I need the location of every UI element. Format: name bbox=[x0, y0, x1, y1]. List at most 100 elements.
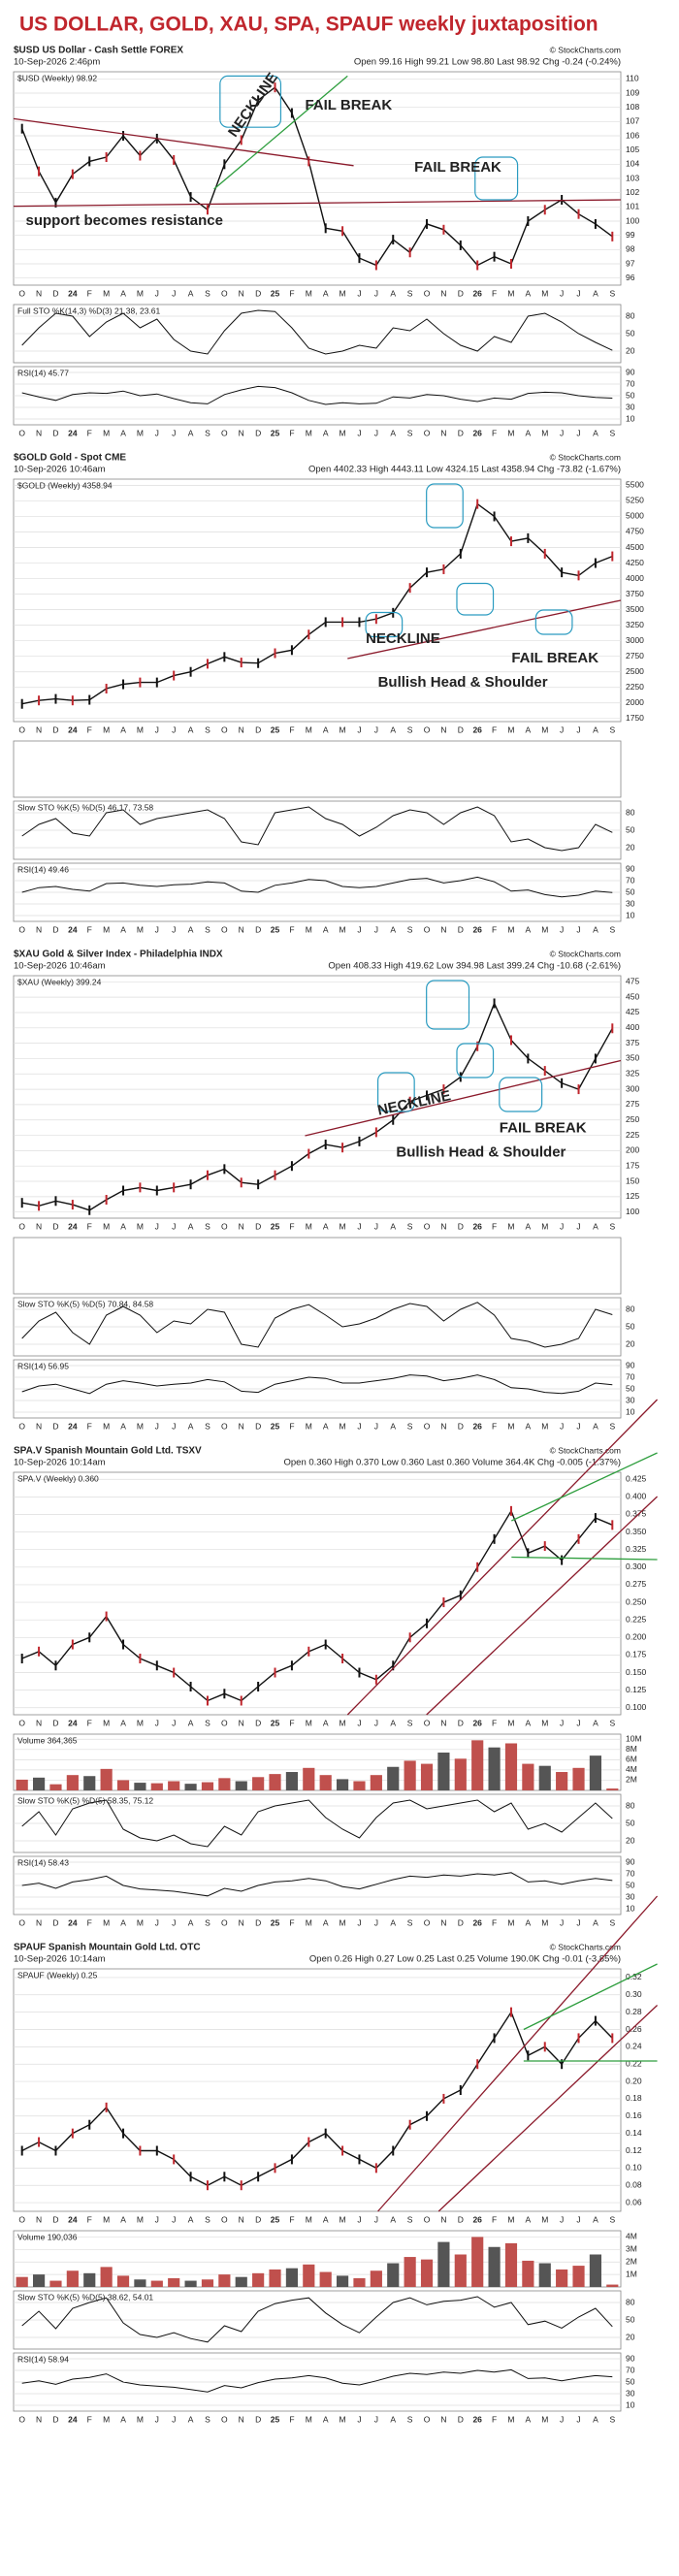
x-tick-label: M bbox=[340, 1421, 346, 1431]
x-tick-label: F bbox=[87, 428, 92, 437]
x-tick-label: M bbox=[541, 428, 548, 437]
volume-bar bbox=[134, 1783, 146, 1790]
x-tick-label: 26 bbox=[472, 288, 482, 298]
x-tick-label: J bbox=[357, 924, 361, 934]
y-tick-label: 0.30 bbox=[626, 1989, 642, 1999]
indicator-label: Volume 190,036 bbox=[17, 2232, 78, 2241]
x-tick-label: D bbox=[52, 924, 58, 934]
x-tick-label: J bbox=[374, 2414, 378, 2424]
y-tick-label: 0.400 bbox=[626, 1492, 647, 1501]
x-tick-label: S bbox=[609, 288, 615, 298]
x-tick-label: A bbox=[120, 1718, 126, 1727]
x-tick-label: N bbox=[36, 1421, 42, 1431]
volume-bar bbox=[32, 1777, 46, 1790]
y-tick-label: 0.10 bbox=[626, 2163, 642, 2173]
x-tick-label: M bbox=[541, 1221, 548, 1231]
x-tick-label: N bbox=[440, 1917, 446, 1927]
x-tick-label: A bbox=[390, 1718, 396, 1727]
x-tick-label: N bbox=[239, 1917, 244, 1927]
x-tick-label: J bbox=[155, 288, 159, 298]
x-tick-label: J bbox=[576, 724, 580, 734]
x-tick-label: S bbox=[205, 1917, 210, 1927]
y-tick-label: 97 bbox=[626, 258, 635, 268]
trend-line bbox=[347, 599, 622, 660]
quote: Open 0.26 High 0.27 Low 0.25 Last 0.25 V… bbox=[309, 1954, 621, 1965]
x-tick-label: F bbox=[289, 1917, 294, 1927]
x-tick-label: O bbox=[18, 1718, 25, 1727]
x-tick-label: F bbox=[289, 288, 294, 298]
x-tick-label: J bbox=[155, 1221, 159, 1231]
x-tick-label: D bbox=[255, 1221, 261, 1231]
y-tick-label: 109 bbox=[626, 87, 639, 97]
x-tick-label: M bbox=[507, 1421, 514, 1431]
indicator-line bbox=[21, 309, 613, 355]
x-tick-label: D bbox=[255, 428, 261, 437]
x-tick-label: 24 bbox=[68, 1421, 78, 1431]
chart-title: SPA.V Spanish Mountain Gold Ltd. TSXV bbox=[14, 1446, 202, 1457]
y-tick-label: 225 bbox=[626, 1130, 639, 1140]
x-tick-label: O bbox=[18, 1917, 25, 1927]
volume-bar bbox=[522, 2260, 534, 2287]
x-tick-label: A bbox=[526, 724, 532, 734]
x-tick-label: A bbox=[593, 724, 598, 734]
x-tick-label: S bbox=[205, 924, 210, 934]
x-tick-label: N bbox=[239, 288, 244, 298]
volume-bar bbox=[218, 2274, 231, 2287]
x-tick-label: D bbox=[458, 1917, 464, 1927]
volume-bar bbox=[235, 1781, 247, 1790]
x-tick-label: O bbox=[221, 428, 228, 437]
highlight-box bbox=[534, 609, 573, 635]
x-tick-label: O bbox=[221, 724, 228, 734]
y-tick-label: 20 bbox=[626, 842, 635, 852]
x-tick-label: J bbox=[155, 1917, 159, 1927]
x-tick-label: O bbox=[424, 288, 431, 298]
y-tick-label: 80 bbox=[626, 310, 635, 320]
x-tick-label: A bbox=[390, 1421, 396, 1431]
volume-bar bbox=[572, 1767, 585, 1790]
x-tick-label: M bbox=[340, 924, 346, 934]
volume-bar bbox=[100, 1768, 113, 1790]
y-tick-label: 4250 bbox=[626, 558, 644, 567]
volume-bar bbox=[387, 1766, 400, 1790]
y-tick-label: 70 bbox=[626, 1868, 635, 1878]
y-tick-label: 90 bbox=[626, 863, 635, 873]
y-tick-label: 2M bbox=[626, 1775, 637, 1785]
y-tick-label: 2250 bbox=[626, 682, 644, 692]
volume-bar bbox=[252, 2272, 265, 2287]
x-tick-label: M bbox=[507, 428, 514, 437]
y-tick-label: 150 bbox=[626, 1175, 639, 1185]
y-tick-label: 80 bbox=[626, 1800, 635, 1810]
x-tick-label: A bbox=[526, 2414, 532, 2424]
y-tick-label: 50 bbox=[626, 1880, 635, 1889]
x-tick-label: A bbox=[120, 1421, 126, 1431]
x-tick-label: D bbox=[255, 1421, 261, 1431]
x-tick-label: A bbox=[323, 428, 329, 437]
annotation: support becomes resistance bbox=[26, 212, 223, 229]
volume-bar bbox=[303, 2264, 315, 2287]
x-tick-label: A bbox=[323, 924, 329, 934]
y-tick-label: 0.22 bbox=[626, 2058, 642, 2068]
y-tick-label: 3250 bbox=[626, 620, 644, 629]
x-tick-label: J bbox=[374, 924, 378, 934]
x-tick-label: J bbox=[560, 1221, 564, 1231]
x-tick-label: F bbox=[289, 1421, 294, 1431]
x-tick-label: F bbox=[87, 2214, 92, 2224]
legend-entry: $XAU (Weekly) 399.24 bbox=[17, 977, 102, 986]
y-tick-label: 50 bbox=[626, 824, 635, 834]
y-tick-label: 96 bbox=[626, 273, 635, 282]
x-tick-label: M bbox=[306, 428, 312, 437]
x-tick-label: J bbox=[357, 1718, 361, 1727]
volume-bar bbox=[184, 2280, 197, 2287]
y-tick-label: 90 bbox=[626, 367, 635, 376]
x-tick-label: M bbox=[103, 1718, 110, 1727]
x-tick-label: A bbox=[390, 1917, 396, 1927]
x-tick-label: O bbox=[18, 924, 25, 934]
x-tick-label: A bbox=[526, 1917, 532, 1927]
volume-bar bbox=[235, 2276, 247, 2287]
volume-bar bbox=[522, 1763, 534, 1790]
y-tick-label: 50 bbox=[626, 1818, 635, 1827]
y-tick-label: 10 bbox=[626, 910, 635, 919]
volume-bar bbox=[353, 2277, 366, 2287]
y-tick-label: 0.100 bbox=[626, 1702, 647, 1712]
